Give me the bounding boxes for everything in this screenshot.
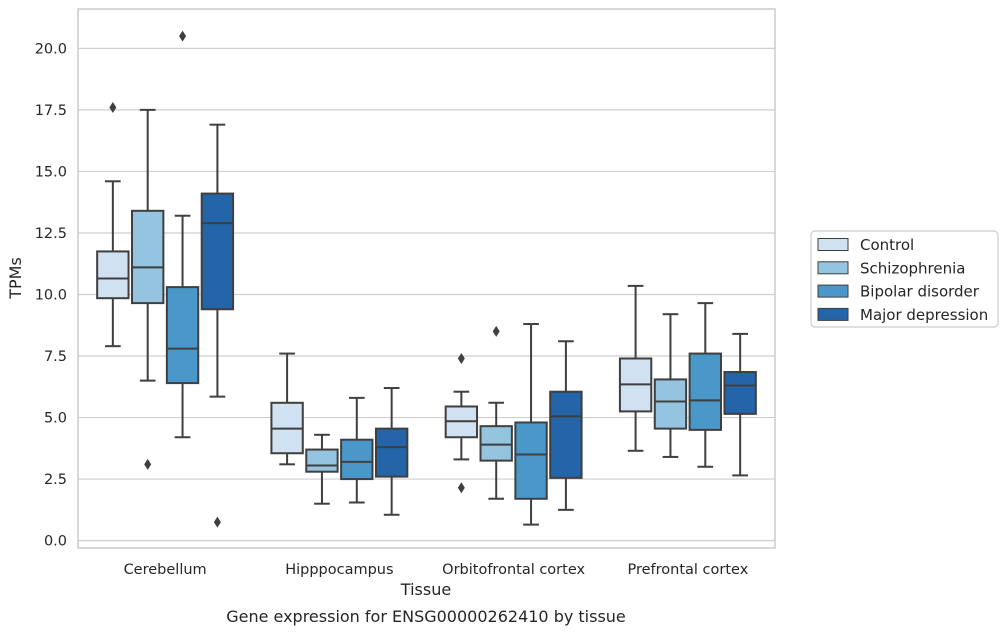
iqr-box [165,286,200,385]
y-tick-label: 7.5 [44,349,67,365]
y-tick-label: 0.0 [44,534,67,550]
iqr-box [653,378,688,430]
iqr-box [374,427,409,478]
legend-swatch [817,307,849,321]
box-major-depression-1 [374,387,409,516]
box-control-2 [444,352,479,494]
x-tick-label: Cerebellum [124,562,207,578]
legend-swatch [817,238,849,251]
tick-layer: 0.0 2.5 5.0 7.5 10.0 12.5 15.0 17.5 20.0 Cerebell… [35,41,749,578]
legend-label: Bipolar disorder [860,283,980,301]
y-tick-label: 2.5 [44,472,67,488]
legend-frame [810,230,999,328]
box-schizophrenia-2 [479,325,513,500]
y-tick-label: 15.0 [35,164,67,180]
iqr-box [131,209,165,305]
y-tick-label: 10.0 [35,287,67,303]
x-tick-label: Orbitofrontal cortex [442,562,585,578]
y-tick-label: 12.5 [35,226,67,242]
iqr-box [305,448,339,473]
iqr-box [723,371,757,415]
box-schizophrenia-1 [305,433,339,505]
legend-label: Schizophrenia [860,259,965,277]
box-control-1 [270,352,304,466]
box-bipolar-disorder-2 [514,323,548,526]
x-axis-label: Tissue [400,580,451,599]
legend: Control Schizophrenia Bipolar disorder Majo… [810,230,999,328]
iqr-box [688,352,722,431]
box-schizophrenia-0 [131,108,165,470]
box-control-3 [618,284,653,452]
legend-swatch [817,261,849,275]
box-bipolar-disorder-1 [340,396,374,504]
legend-label: Control [860,236,914,254]
box-control-0 [96,101,130,348]
y-tick-label: 20.0 [35,41,67,57]
box-bipolar-disorder-3 [688,302,722,468]
y-axis-label: TPMs [6,257,25,300]
outlier-point [492,325,500,337]
outlier-point [457,352,465,364]
iqr-box [96,250,130,300]
box-major-depression-2 [549,340,583,511]
axes-layer [77,8,776,549]
outlier-point [144,458,152,470]
box-major-depression-3 [723,332,757,477]
outlier-point [457,482,465,494]
iqr-box [514,421,548,500]
x-tick-label: Prefrontal cortex [627,562,748,578]
iqr-box [479,425,513,462]
box-layer [96,30,757,528]
plot-frame [77,8,776,549]
x-tick-label: Hipppocampus [285,562,393,578]
outlier-point [179,30,187,42]
y-tick-label: 17.5 [35,103,67,119]
box-schizophrenia-3 [653,313,688,458]
legend-swatch [817,284,849,298]
box-bipolar-disorder-0 [165,30,200,439]
iqr-box [200,192,235,311]
iqr-box [340,438,374,481]
box-major-depression-0 [200,123,235,528]
y-tick-label: 5.0 [44,411,67,427]
outlier-point [109,101,117,113]
chart-caption: Gene expression for ENSG00000262410 by t… [226,607,626,626]
legend-label: Major depression [860,306,988,324]
iqr-box [549,390,583,479]
outlier-point [213,516,221,528]
